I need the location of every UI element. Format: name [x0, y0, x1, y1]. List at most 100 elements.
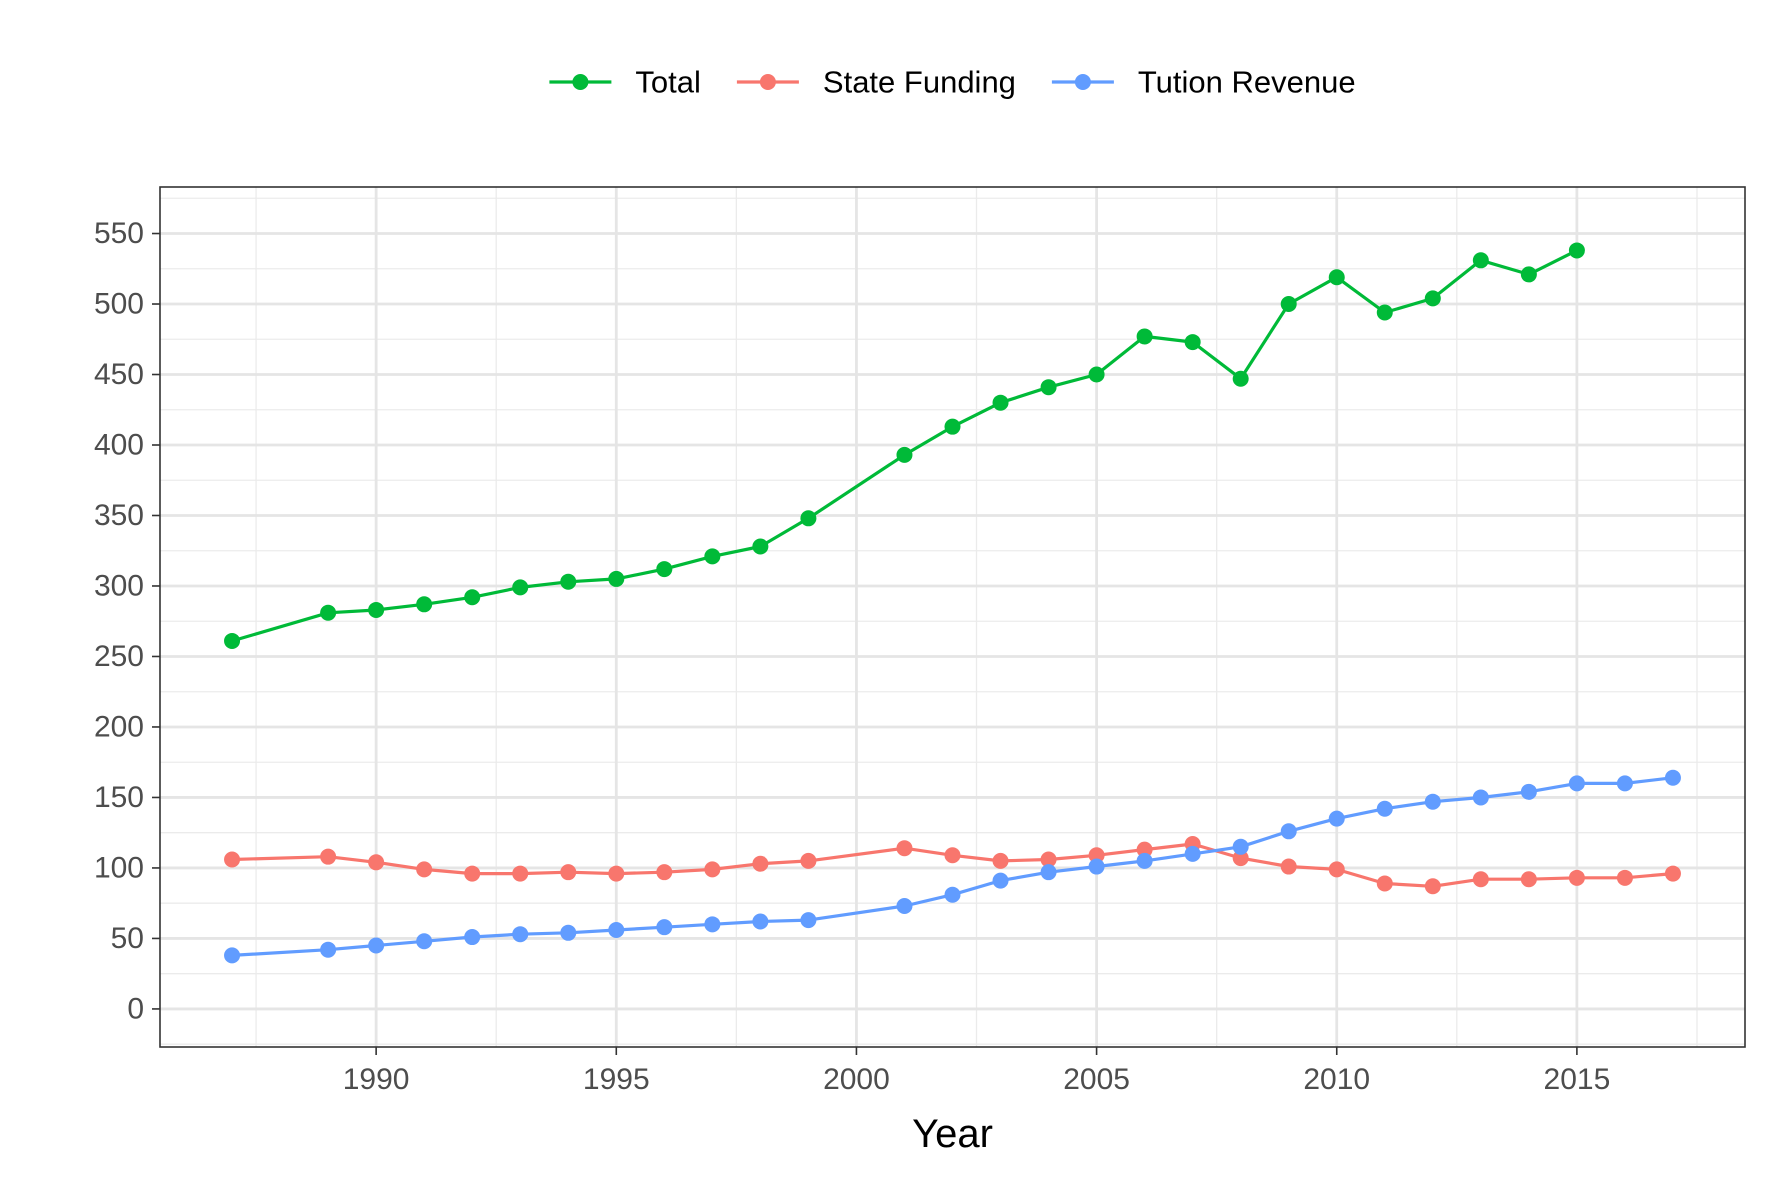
data-point-total	[1376, 304, 1393, 321]
data-point-total	[896, 446, 913, 463]
data-point-total	[608, 570, 625, 587]
data-point-tution-revenue	[1520, 783, 1537, 800]
data-point-total	[1568, 242, 1585, 259]
data-point-total	[464, 589, 481, 606]
data-point-total	[1280, 296, 1297, 313]
data-point-tution-revenue	[416, 933, 433, 950]
data-point-tution-revenue	[1424, 793, 1441, 810]
x-tick-label: 2005	[1063, 1063, 1130, 1096]
y-tick-label: 350	[94, 499, 144, 532]
data-point-total	[416, 596, 433, 613]
data-point-tution-revenue	[320, 941, 337, 958]
legend-item-tution-revenue: Tution Revenue	[1051, 65, 1356, 100]
x-tick-label: 2000	[823, 1063, 890, 1096]
data-point-tution-revenue	[1616, 775, 1633, 792]
data-point-tution-revenue	[1376, 800, 1393, 817]
data-point-state-funding	[1040, 851, 1057, 868]
y-tick-label: 400	[94, 429, 144, 462]
x-tick-label: 2015	[1544, 1063, 1611, 1096]
data-point-tution-revenue	[464, 929, 481, 946]
data-point-tution-revenue	[944, 886, 961, 903]
data-point-total	[1184, 334, 1201, 351]
data-point-tution-revenue	[704, 916, 721, 933]
data-point-state-funding	[1424, 878, 1441, 895]
data-point-tution-revenue	[1136, 852, 1153, 869]
data-point-tution-revenue	[1328, 810, 1345, 827]
data-point-total	[1232, 370, 1249, 387]
data-point-state-funding	[1136, 841, 1153, 858]
legend-label: State Funding	[823, 65, 1016, 100]
data-point-state-funding	[368, 854, 385, 871]
data-point-total	[944, 418, 961, 435]
y-tick-label: 50	[111, 922, 144, 955]
legend-key-point	[1074, 74, 1091, 90]
minor-gridlines	[160, 187, 1745, 1047]
data-point-tution-revenue	[752, 913, 769, 930]
y-tick-label: 250	[94, 640, 144, 673]
data-point-state-funding	[560, 864, 577, 881]
data-point-state-funding	[512, 865, 529, 882]
x-tick-label: 1990	[343, 1063, 410, 1096]
data-point-total	[560, 573, 577, 590]
data-point-total	[1040, 379, 1057, 396]
data-point-tution-revenue	[1472, 789, 1489, 806]
data-point-total	[1088, 366, 1105, 383]
y-tick-label: 300	[94, 569, 144, 602]
data-point-state-funding	[1568, 869, 1585, 886]
x-tick-label: 1995	[583, 1063, 650, 1096]
data-point-tution-revenue	[1040, 864, 1057, 881]
y-tick-label: 150	[94, 781, 144, 814]
data-point-total	[1472, 252, 1489, 269]
data-point-total	[752, 538, 769, 555]
data-point-state-funding	[1088, 847, 1105, 864]
data-point-tution-revenue	[1664, 769, 1681, 786]
y-axis: 0 50 100 150 200 250 300 350 400 450 500 550	[94, 217, 160, 1025]
data-point-tution-revenue	[1184, 845, 1201, 862]
data-point-state-funding	[1280, 858, 1297, 875]
plot-panel-border	[159, 186, 1746, 1048]
x-axis-title: Year	[912, 1112, 993, 1156]
data-point-state-funding	[752, 855, 769, 872]
data-point-total	[800, 510, 817, 527]
legend-label: Total	[635, 65, 700, 100]
x-axis: 1990 1995 2000 2005 2010 2015	[343, 1047, 1611, 1096]
data-point-state-funding	[1664, 865, 1681, 882]
legend: Total State Funding Tution Revenue	[549, 65, 1356, 100]
plot-panel-background	[160, 187, 1745, 1047]
data-point-total	[704, 548, 721, 565]
x-tick-label: 2010	[1303, 1063, 1370, 1096]
data-point-tution-revenue	[992, 872, 1009, 889]
data-point-total	[368, 601, 385, 618]
data-point-state-funding	[1376, 875, 1393, 892]
data-point-tution-revenue	[224, 947, 241, 964]
y-tick-label: 100	[94, 851, 144, 884]
data-point-state-funding	[608, 865, 625, 882]
plot-panel	[159, 186, 1746, 1048]
y-tick-label: 450	[94, 358, 144, 391]
data-point-total	[1136, 328, 1153, 345]
data-point-tution-revenue	[800, 912, 817, 929]
data-point-state-funding	[800, 852, 817, 869]
data-point-total	[1520, 266, 1537, 283]
legend-key-point	[572, 74, 589, 90]
data-point-tution-revenue	[560, 924, 577, 941]
data-point-state-funding	[1472, 871, 1489, 888]
data-point-tution-revenue	[1088, 858, 1105, 875]
data-point-state-funding	[1232, 850, 1249, 867]
y-tick-label: 500	[94, 288, 144, 321]
data-point-tution-revenue	[512, 926, 529, 943]
data-point-total	[656, 561, 673, 578]
data-point-total	[224, 632, 241, 649]
legend-label: Tution Revenue	[1138, 65, 1356, 100]
data-point-state-funding	[992, 852, 1009, 869]
data-point-state-funding	[656, 864, 673, 881]
data-point-total	[320, 604, 337, 621]
data-point-state-funding	[896, 840, 913, 857]
data-point-tution-revenue	[1280, 823, 1297, 840]
data-point-total	[1328, 269, 1345, 286]
data-point-state-funding	[944, 847, 961, 864]
y-tick-label: 550	[94, 217, 144, 250]
data-point-total	[992, 394, 1009, 411]
legend-item-state-funding: State Funding	[736, 65, 1016, 100]
